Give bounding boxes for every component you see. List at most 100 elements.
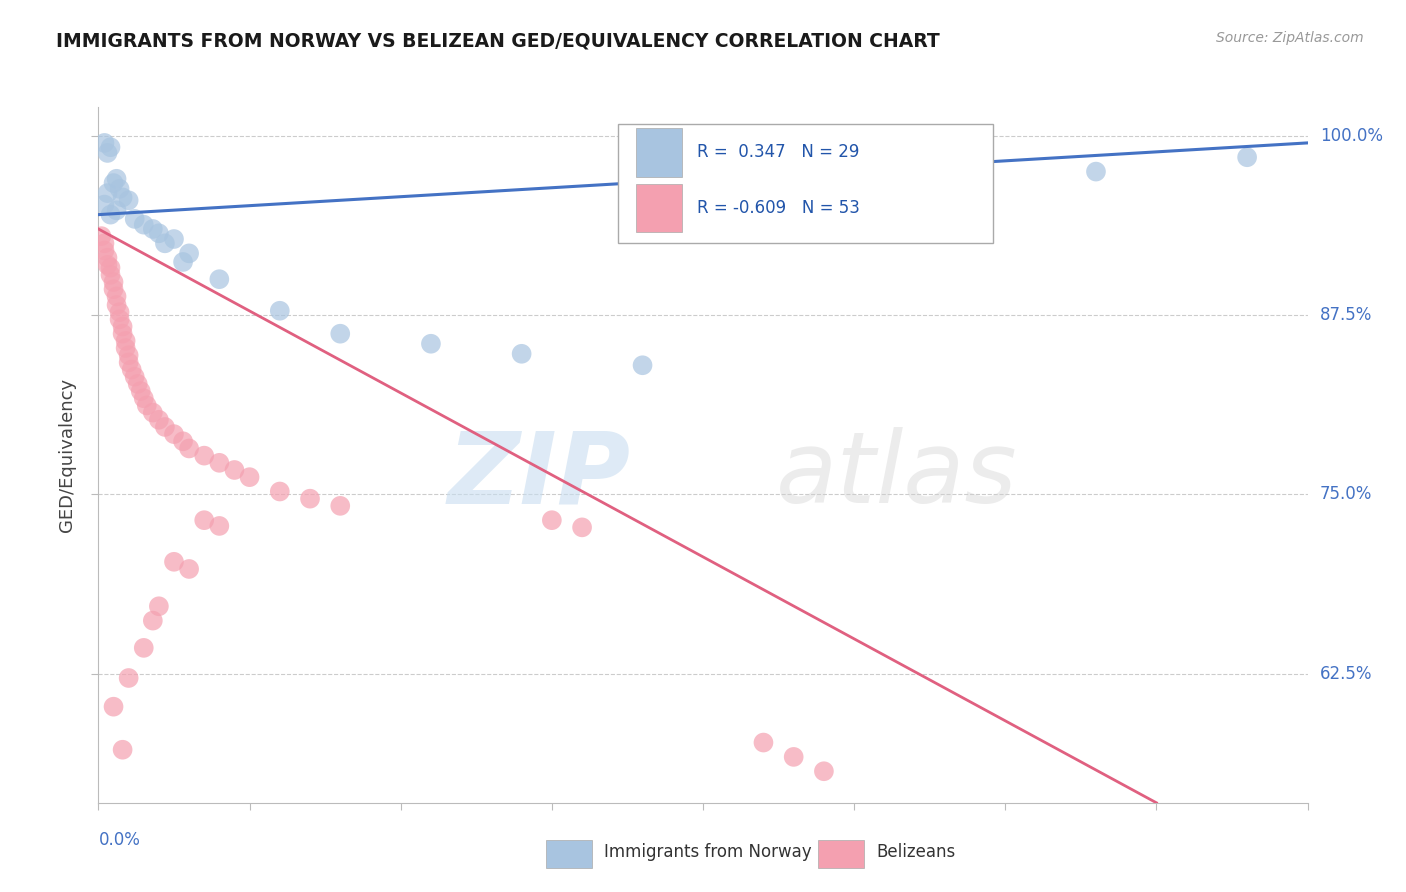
Point	[121, 362, 143, 376]
Point	[540, 513, 562, 527]
Point	[96, 145, 118, 160]
Point	[782, 750, 804, 764]
Bar	[546, 839, 592, 868]
Point	[100, 260, 122, 275]
Point	[208, 456, 231, 470]
Point	[269, 484, 291, 499]
Point	[111, 319, 134, 334]
Point	[177, 442, 201, 456]
Y-axis label: GED/Equivalency: GED/Equivalency	[58, 378, 76, 532]
Text: R =  0.347   N = 29: R = 0.347 N = 29	[697, 144, 859, 161]
Point	[631, 358, 654, 372]
Point	[93, 197, 115, 211]
Text: 87.5%: 87.5%	[1320, 306, 1372, 324]
Point	[93, 136, 115, 150]
Text: 100.0%: 100.0%	[1320, 127, 1382, 145]
Point	[329, 326, 352, 341]
Point	[813, 764, 835, 779]
Text: 0.0%: 0.0%	[98, 830, 141, 848]
Text: 75.0%: 75.0%	[1320, 485, 1372, 503]
Point	[124, 369, 146, 384]
Point	[90, 229, 112, 244]
Point	[172, 255, 194, 269]
Point	[118, 348, 141, 362]
Point	[510, 347, 533, 361]
Point	[299, 491, 322, 506]
Point	[163, 427, 186, 442]
Point	[571, 520, 593, 534]
Point	[329, 499, 352, 513]
Point	[118, 671, 141, 685]
Point	[105, 289, 128, 303]
Text: ZIP: ZIP	[447, 427, 630, 524]
Point	[153, 236, 176, 251]
FancyBboxPatch shape	[619, 124, 993, 243]
Point	[100, 208, 122, 222]
Point	[153, 420, 176, 434]
Point	[111, 190, 134, 204]
Text: 62.5%: 62.5%	[1320, 665, 1372, 682]
Point	[114, 341, 136, 355]
Point	[177, 246, 201, 260]
Point	[129, 384, 152, 398]
Point	[105, 203, 128, 218]
Point	[142, 614, 165, 628]
Point	[93, 236, 115, 251]
Point	[103, 275, 125, 289]
Point	[108, 305, 131, 319]
Point	[100, 268, 122, 282]
Text: Immigrants from Norway: Immigrants from Norway	[603, 843, 811, 861]
Point	[163, 232, 186, 246]
Point	[172, 434, 194, 449]
Point	[103, 176, 125, 190]
Point	[132, 640, 155, 655]
Point	[111, 742, 134, 756]
Bar	[637, 184, 682, 232]
Point	[132, 391, 155, 405]
Point	[132, 218, 155, 232]
Point	[177, 562, 201, 576]
Point	[269, 303, 291, 318]
Point	[1236, 150, 1258, 164]
Point	[108, 312, 131, 326]
Point	[208, 272, 231, 286]
Point	[193, 449, 215, 463]
Point	[148, 599, 170, 614]
Point	[93, 244, 115, 258]
Point	[208, 519, 231, 533]
Point	[103, 699, 125, 714]
Point	[148, 227, 170, 241]
Point	[193, 513, 215, 527]
Bar	[818, 839, 863, 868]
Point	[1085, 164, 1108, 178]
Point	[96, 186, 118, 200]
Point	[118, 355, 141, 369]
Point	[118, 194, 141, 208]
Point	[111, 326, 134, 341]
Point	[163, 555, 186, 569]
Text: atlas: atlas	[776, 427, 1017, 524]
Point	[105, 298, 128, 312]
Point	[105, 171, 128, 186]
Point	[239, 470, 262, 484]
Point	[752, 735, 775, 749]
Point	[100, 140, 122, 154]
Text: IMMIGRANTS FROM NORWAY VS BELIZEAN GED/EQUIVALENCY CORRELATION CHART: IMMIGRANTS FROM NORWAY VS BELIZEAN GED/E…	[56, 31, 941, 50]
Text: R = -0.609   N = 53: R = -0.609 N = 53	[697, 199, 860, 217]
Point	[127, 376, 149, 391]
Point	[114, 334, 136, 348]
Point	[108, 182, 131, 196]
Point	[96, 258, 118, 272]
Point	[124, 211, 146, 226]
Point	[96, 251, 118, 265]
Bar	[637, 128, 682, 177]
Point	[813, 189, 835, 203]
Point	[103, 282, 125, 296]
Point	[148, 413, 170, 427]
Point	[419, 336, 441, 351]
Point	[142, 222, 165, 236]
Text: Source: ZipAtlas.com: Source: ZipAtlas.com	[1216, 31, 1364, 45]
Point	[135, 399, 157, 413]
Text: Belizeans: Belizeans	[876, 843, 955, 861]
Point	[142, 406, 165, 420]
